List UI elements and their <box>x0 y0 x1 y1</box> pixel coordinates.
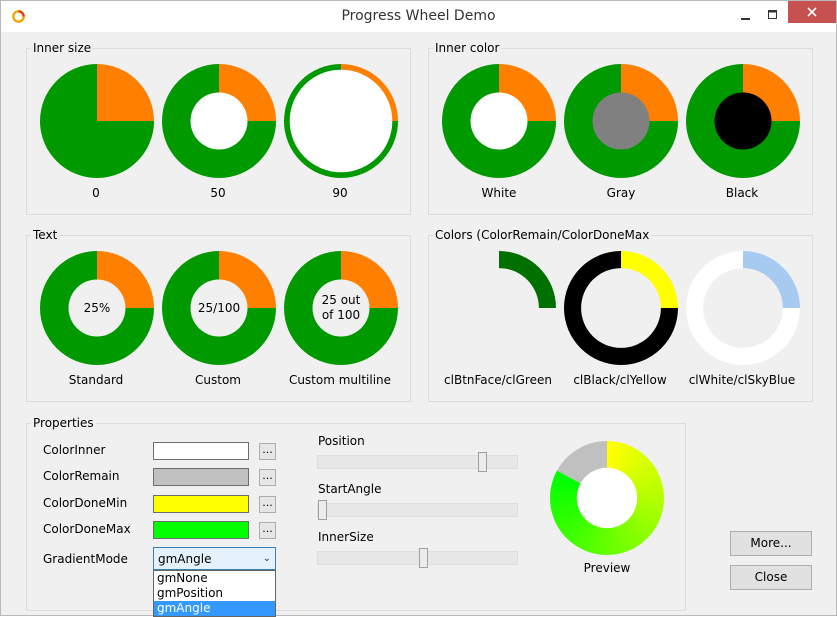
inner-size-label: InnerSize <box>318 530 374 544</box>
group-inner-size: Inner size <box>26 41 411 215</box>
color-inner-label: ColorInner <box>43 443 106 457</box>
wheel-text-multiline: 25 out of 100 <box>311 293 371 323</box>
progress-wheel <box>686 64 800 178</box>
wheel-remain-segment <box>40 64 154 178</box>
progress-wheel <box>162 64 276 178</box>
wheel-inner-disc <box>312 279 370 337</box>
group-label: Properties <box>31 416 96 430</box>
progress-wheel <box>40 64 154 178</box>
wheel-caption: Standard <box>68 373 124 387</box>
dropdown-option[interactable]: gmPosition <box>157 586 224 600</box>
wheel-inner-disc <box>289 69 393 173</box>
wheel-inner-disc <box>190 279 248 337</box>
color-done-min-swatch[interactable] <box>153 495 249 513</box>
wheel-caption: Custom <box>195 373 241 387</box>
wheel-caption: 50 <box>210 186 226 200</box>
wheel-inner-disc <box>703 268 783 348</box>
gradient-mode-value: gmAngle <box>158 552 212 566</box>
group-label: Colors (ColorRemain/ColorDoneMax <box>433 228 652 242</box>
start-angle-slider-track[interactable] <box>317 503 518 517</box>
color-done-max-pick-button[interactable]: ... <box>259 522 276 539</box>
start-angle-slider-thumb[interactable] <box>318 500 327 520</box>
close-window-button[interactable] <box>788 1 836 23</box>
color-done-max-label: ColorDoneMax <box>43 522 131 536</box>
wheel-caption: clBtnFace/clGreen <box>444 373 552 387</box>
wheel-caption: Gray <box>606 186 636 200</box>
title-bar: Progress Wheel Demo <box>1 1 836 32</box>
preview-inner-disc <box>576 467 638 529</box>
more-button[interactable]: More... <box>730 531 812 556</box>
progress-wheel <box>162 251 276 365</box>
start-angle-label: StartAngle <box>318 482 382 496</box>
color-remain-pick-button[interactable]: ... <box>259 469 276 486</box>
minimize-icon <box>741 17 750 20</box>
wheel-caption: 0 <box>92 186 100 200</box>
wheel-text: 25% <box>83 301 111 315</box>
wheel-caption: clWhite/clSkyBlue <box>688 373 796 387</box>
wheel-inner-disc <box>714 92 772 150</box>
wheel-inner-disc <box>68 279 126 337</box>
gradient-mode-label: GradientMode <box>43 552 128 566</box>
close-icon <box>807 7 817 17</box>
group-label: Inner color <box>433 41 502 55</box>
color-done-max-swatch[interactable] <box>153 521 249 539</box>
progress-wheel <box>40 251 154 365</box>
close-button[interactable]: Close <box>730 565 812 590</box>
inner-size-slider-thumb[interactable] <box>418 548 428 568</box>
color-inner-pick-button[interactable]: ... <box>259 443 276 460</box>
dropdown-option-selected[interactable]: gmAngle <box>154 601 275 616</box>
wheel-caption: 90 <box>332 186 348 200</box>
wheel-inner-disc <box>470 92 528 150</box>
chevron-down-icon: ⌄ <box>262 553 271 564</box>
wheel-done-segment <box>97 64 154 121</box>
wheel-text-line: of 100 <box>321 308 361 322</box>
wheel-inner-disc <box>190 92 248 150</box>
position-label: Position <box>318 434 365 448</box>
position-slider-track[interactable] <box>317 455 518 469</box>
group-text: Text <box>26 228 411 402</box>
wheel-caption: clBlack/clYellow <box>573 373 667 387</box>
progress-wheel <box>564 64 678 178</box>
window-title: Progress Wheel Demo <box>341 8 496 24</box>
group-label: Text <box>31 228 60 242</box>
group-label: Inner size <box>31 41 94 55</box>
wheel-text: 25/100 <box>197 301 241 315</box>
preview-label: Preview <box>583 561 631 575</box>
preview-wheel <box>550 441 664 555</box>
color-inner-swatch[interactable] <box>153 442 249 460</box>
gradient-mode-dropdown: gmNone gmPosition gmAngle <box>153 570 276 617</box>
progress-wheel <box>686 251 800 365</box>
wheel-text-line: 25 out <box>321 293 361 307</box>
color-done-min-pick-button[interactable]: ... <box>259 496 276 513</box>
wheel-inner-disc <box>581 268 661 348</box>
maximize-icon <box>768 9 777 19</box>
gradient-mode-select[interactable]: gmAngle ⌄ <box>153 547 276 570</box>
progress-wheel <box>284 64 398 178</box>
color-remain-label: ColorRemain <box>43 469 120 483</box>
group-colors: Colors (ColorRemain/ColorDoneMax <box>428 228 813 402</box>
wheel-inner-disc <box>459 268 539 348</box>
inner-size-slider-track[interactable] <box>317 551 518 565</box>
group-properties: Properties <box>26 416 686 611</box>
wheel-inner-disc <box>592 92 650 150</box>
color-remain-swatch[interactable] <box>153 468 249 486</box>
progress-wheel <box>284 251 398 365</box>
app-ring-icon <box>12 10 25 23</box>
progress-wheel <box>564 251 678 365</box>
progress-wheel <box>442 251 556 365</box>
position-slider-thumb[interactable] <box>477 452 487 472</box>
color-done-min-label: ColorDoneMin <box>43 496 128 510</box>
minimize-button[interactable] <box>731 1 761 28</box>
wheel-caption: Custom multiline <box>288 373 392 387</box>
dropdown-option[interactable]: gmNone <box>157 571 208 585</box>
wheel-caption: White <box>481 186 517 200</box>
wheel-caption: Black <box>725 186 759 200</box>
group-inner-color: Inner color <box>428 41 813 215</box>
progress-wheel <box>442 64 556 178</box>
maximize-button[interactable] <box>758 1 788 28</box>
